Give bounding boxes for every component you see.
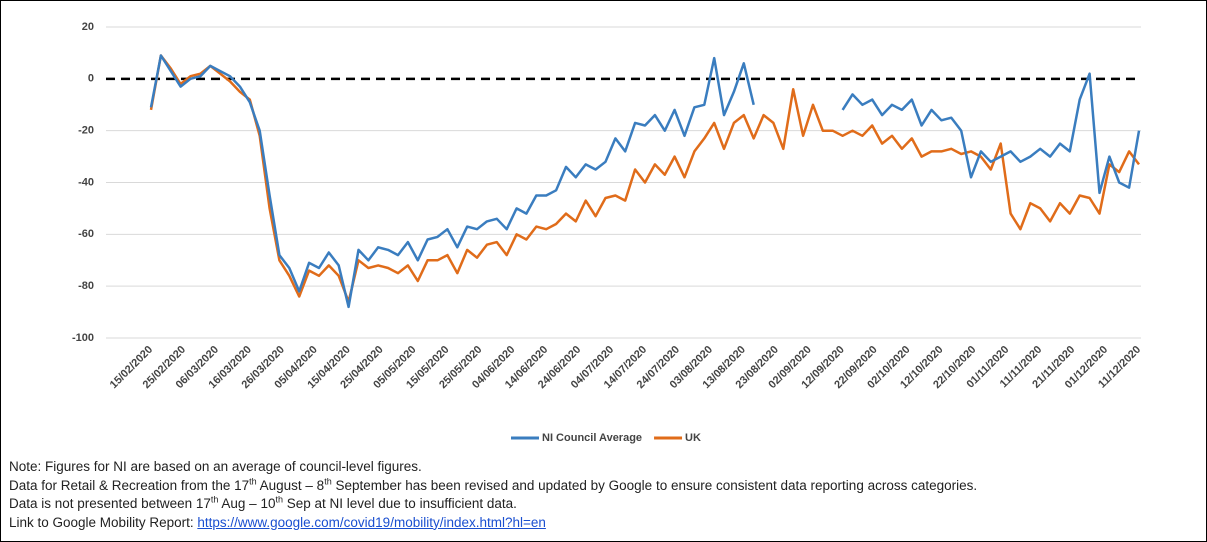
y-tick-label: 20 <box>82 21 94 33</box>
y-tick-label: -40 <box>78 176 94 188</box>
note-text: Sep at NI level due to insufficient data… <box>282 496 517 511</box>
note-sup: th <box>249 476 257 486</box>
notes: Note: Figures for NI are based on an ave… <box>9 458 977 532</box>
note-sup: th <box>324 476 332 486</box>
y-tick-label: 0 <box>88 73 94 85</box>
note: Data for Retail & Recreation from the 17… <box>9 477 977 496</box>
chart: -100-80-60-40-2002015/02/202025/02/20200… <box>72 21 1143 444</box>
note-sup: th <box>275 494 283 505</box>
note: Link to Google Mobility Report: https://… <box>9 514 977 533</box>
note-text: Data for Retail & Recreation from the 17 <box>9 477 250 493</box>
legend-label: NI Council Average <box>542 432 642 444</box>
y-tick-label: -20 <box>78 125 94 137</box>
note: Data is not presented between 17th Aug –… <box>9 495 977 514</box>
series-line <box>149 54 1141 309</box>
note-text: Data is not presented between 17 <box>9 496 211 511</box>
y-tick-label: -80 <box>78 280 94 292</box>
y-tick-label: -100 <box>72 332 94 344</box>
note-text: September has been revised and updated b… <box>331 477 978 493</box>
series-line <box>149 54 1140 303</box>
note-sup: th <box>210 494 219 505</box>
note-text: August – 8 <box>256 477 325 493</box>
legend-label: UK <box>685 432 701 444</box>
y-tick-label: -60 <box>78 228 94 240</box>
note-text: Aug – 10 <box>218 496 276 511</box>
note: Note: Figures for NI are based on an ave… <box>9 458 977 477</box>
note-text: Note: Figures for NI are based on an ave… <box>9 459 422 474</box>
link[interactable]: https://www.google.com/covid19/mobility/… <box>197 514 546 530</box>
note-text: Link to Google Mobility Report: <box>9 514 198 530</box>
